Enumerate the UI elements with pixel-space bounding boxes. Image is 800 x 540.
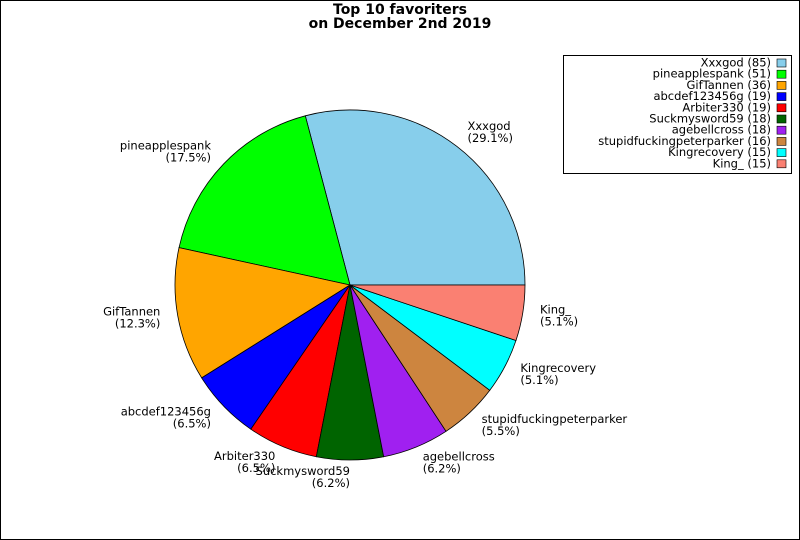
slice-label: Arbiter330 <box>214 449 275 463</box>
legend-label: GifTannen (36) <box>686 78 771 92</box>
slice-label: pineapplespank <box>120 138 211 152</box>
legend-swatch <box>776 159 787 169</box>
slice-label: Kingrecovery <box>520 361 596 375</box>
slice-label: Suckmysword59 <box>256 464 350 478</box>
legend-label: Suckmysword59 (18) <box>649 112 771 126</box>
slice-label: Xxxgod <box>467 119 510 133</box>
legend-label: abcdef123456g (19) <box>653 89 771 103</box>
pie-slice <box>349 284 526 342</box>
legend-swatch <box>776 103 787 113</box>
legend-swatch <box>776 137 787 146</box>
slice-percent: (5.5%) <box>482 424 520 438</box>
slice-percent: (29.1%) <box>467 131 513 145</box>
slice-label: abcdef123456g <box>121 405 211 419</box>
slice-percent: (5.1%) <box>540 314 578 328</box>
legend-label: Kingrecovery (15) <box>668 145 771 159</box>
legend-label: King_ (15) <box>713 156 771 170</box>
pie-slice <box>174 247 352 379</box>
slice-percent: (6.5%) <box>173 417 211 431</box>
slice-percent: (5.1%) <box>520 373 558 387</box>
chart-title: on December 2nd 2019 <box>309 16 492 32</box>
slice-label: King_ <box>540 302 571 316</box>
legend-swatch <box>776 92 787 101</box>
legend-swatch <box>776 69 787 79</box>
slice-percent: (17.5%) <box>165 150 211 164</box>
legend-label: agebellcross (18) <box>672 123 771 137</box>
slice-percent: (12.3%) <box>115 316 161 330</box>
legend-label: stupidfuckingpeterparker (16) <box>598 134 771 148</box>
chart-title: Top 10 favoriters <box>333 2 467 18</box>
legend-label: Arbiter330 (19) <box>682 100 771 114</box>
legend-swatch <box>776 81 787 90</box>
slice-percent: (6.2%) <box>423 462 461 476</box>
legend-swatch <box>776 58 787 68</box>
slice-percent: (6.2%) <box>312 476 350 490</box>
pie-slice <box>304 109 526 286</box>
legend-swatch <box>776 148 787 157</box>
slice-label: stupidfuckingpeterparker <box>482 412 628 426</box>
legend-swatch <box>776 125 787 135</box>
slice-label: agebellcross <box>423 450 495 464</box>
legend-label: Xxxgod (85) <box>701 56 771 70</box>
legend-label: pineapplespank (51) <box>653 67 771 81</box>
legend-box <box>563 55 792 174</box>
legend-swatch <box>776 114 787 124</box>
pie-slice <box>178 115 351 286</box>
slice-label: GifTannen <box>103 304 160 318</box>
slice-percent: (6.5%) <box>237 461 275 475</box>
